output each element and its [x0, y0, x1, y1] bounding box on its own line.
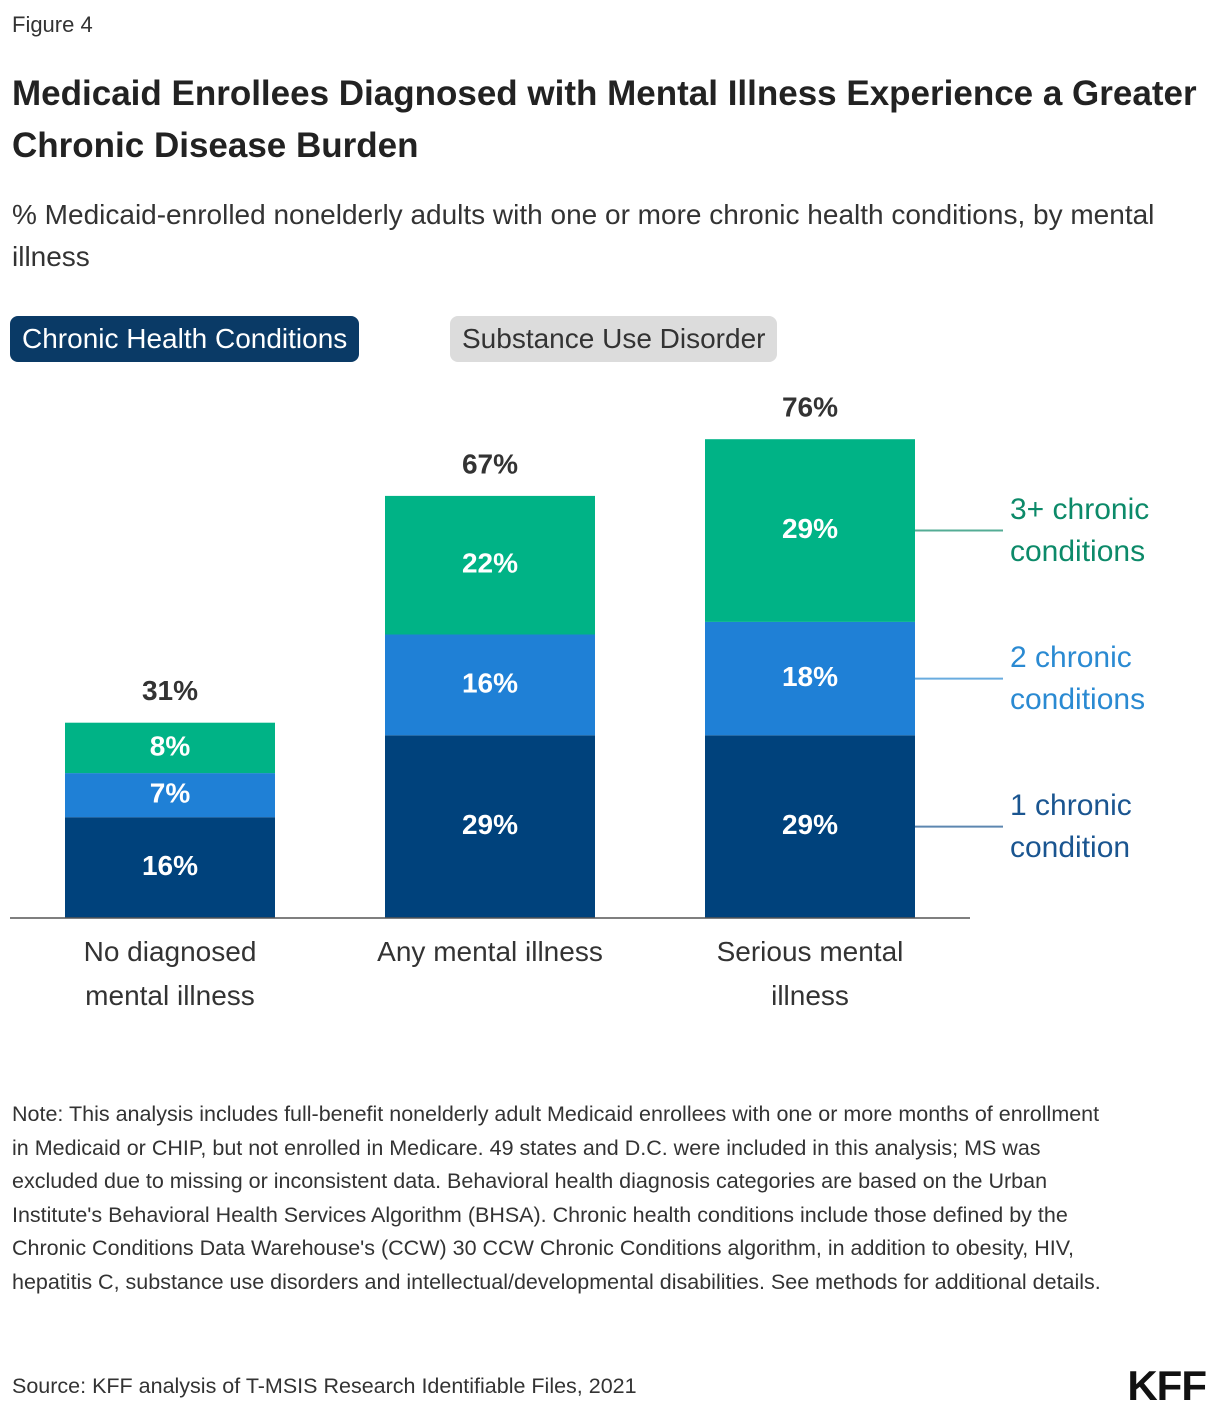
value-label: 16%: [462, 667, 518, 698]
legend-label: 2 chronic conditions: [1010, 640, 1146, 716]
x-tick-label: Serious mental illness: [716, 936, 904, 1011]
chart: 16% 7% 8% 31% 29% 16% 22% 67% 29% 18% 29% 76%: [10, 392, 1003, 919]
bar-segment: [385, 735, 595, 918]
value-label: 8%: [150, 730, 191, 761]
source: Source: KFF analysis of T-MSIS Research …: [12, 1374, 637, 1398]
value-label: 29%: [782, 809, 838, 840]
bar-segment: [65, 773, 275, 818]
bar-segment: [705, 621, 915, 736]
logo: KFF: [1127, 1362, 1207, 1409]
value-label: 29%: [782, 513, 838, 544]
bar-segment: [65, 722, 275, 774]
legend-label: 1 chronic condition: [1010, 788, 1132, 864]
bar-segment: [385, 634, 595, 736]
bar-segment: [385, 495, 595, 635]
total-label: 31%: [142, 675, 198, 706]
value-label: 22%: [462, 548, 518, 579]
value-label: 16%: [142, 850, 198, 881]
value-label: 18%: [782, 661, 838, 692]
bar-segment: [65, 817, 275, 918]
bar-segment: [705, 735, 915, 918]
total-label: 67%: [462, 448, 518, 479]
figure-label: Figure 4: [12, 12, 93, 37]
legend-label: 3+ chronic conditions: [1010, 492, 1150, 568]
x-tick-label: Any mental illness: [377, 936, 603, 967]
x-tick-label: No diagnosed mental illness: [83, 936, 257, 1011]
note: Note: This analysis includes full-benefi…: [12, 1102, 1101, 1294]
total-label: 76%: [782, 392, 838, 423]
title: Medicaid Enrollees Diagnosed with Mental…: [12, 74, 1197, 165]
tab[interactable]: Chronic Health Conditions: [10, 316, 360, 362]
bar-segment: [705, 439, 915, 622]
value-label: 7%: [150, 778, 191, 809]
subtitle: % Medicaid-enrolled nonelderly adults wi…: [12, 199, 1155, 272]
value-label: 29%: [462, 809, 518, 840]
tab[interactable]: Substance Use Disorder: [450, 316, 778, 362]
